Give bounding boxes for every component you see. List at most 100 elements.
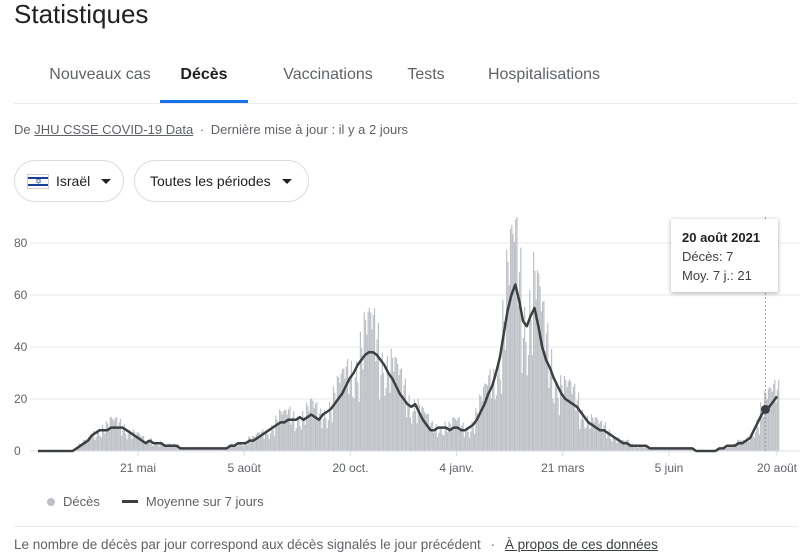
period-dropdown[interactable]: Toutes les périodes	[134, 160, 309, 202]
bar	[456, 420, 458, 451]
bar	[163, 443, 165, 451]
bar	[758, 434, 761, 451]
bar	[108, 427, 110, 451]
bar	[380, 375, 382, 451]
bar	[149, 440, 151, 451]
bar	[352, 396, 354, 451]
tab-deaths[interactable]: Décès	[160, 52, 248, 103]
bar	[583, 419, 585, 451]
bar	[454, 419, 456, 451]
bar	[373, 308, 376, 451]
bar	[83, 439, 86, 451]
bar	[399, 369, 401, 451]
bar	[509, 229, 512, 451]
bar	[308, 411, 310, 451]
bar	[169, 443, 172, 451]
tab-new-cases[interactable]: Nouveaux cas	[49, 66, 151, 83]
bar	[367, 311, 369, 451]
bar	[444, 421, 446, 451]
tab-tests[interactable]: Tests	[407, 66, 445, 83]
bar	[316, 402, 318, 451]
tooltip-deaths: Décès: 7	[682, 249, 734, 264]
bar	[595, 417, 598, 451]
bar	[589, 428, 591, 451]
tab-hospitalisations[interactable]: Hospitalisations	[487, 66, 601, 83]
bar	[556, 381, 558, 451]
bar	[278, 409, 281, 451]
bar	[286, 414, 288, 451]
bar	[458, 417, 460, 451]
bar	[563, 375, 566, 451]
bar	[435, 423, 437, 451]
bar	[674, 449, 676, 451]
bar	[332, 386, 335, 451]
bar	[418, 405, 421, 451]
about-data-link[interactable]: À propos de ces données	[504, 537, 658, 552]
bar	[82, 440, 84, 451]
bar	[584, 428, 586, 451]
bar	[562, 398, 564, 451]
bar	[363, 312, 365, 451]
bar	[366, 334, 368, 451]
chart-tooltip: 20 août 2021 Décès: 7 Moy. 7 j.: 21	[671, 219, 778, 292]
bar	[486, 385, 489, 451]
source-link[interactable]: JHU CSSE COVID-19 Data	[34, 122, 194, 137]
bar	[474, 434, 476, 451]
bar	[481, 400, 483, 451]
country-dropdown[interactable]: ✡ Israël	[14, 160, 124, 202]
bar	[119, 418, 122, 451]
bar	[763, 390, 766, 451]
bar	[594, 417, 596, 451]
tab-vaccinations[interactable]: Vaccinations	[283, 66, 373, 83]
bar	[361, 347, 363, 451]
bar	[214, 448, 217, 451]
bar	[293, 411, 295, 451]
bar	[577, 392, 580, 451]
bar	[608, 429, 610, 451]
bar	[220, 448, 222, 451]
bar	[267, 434, 269, 451]
bar	[551, 349, 553, 451]
bar	[236, 446, 238, 451]
bar	[160, 442, 163, 451]
bar	[239, 442, 241, 451]
bar	[326, 428, 328, 451]
bar	[375, 361, 377, 451]
divider	[14, 526, 798, 527]
deaths-chart[interactable]: 0 20 40 60 80 21 mai 5 août 20 oct. 4 janv. 21 ma…	[0, 210, 812, 480]
bar	[151, 445, 154, 451]
bar	[246, 444, 249, 451]
bar	[94, 439, 96, 451]
bar	[592, 417, 594, 451]
bar	[212, 448, 214, 451]
bar	[670, 448, 672, 451]
bar	[388, 372, 390, 451]
bar	[766, 399, 768, 451]
legend-deaths: Décès	[63, 494, 100, 509]
bar	[726, 447, 728, 451]
bar	[340, 373, 342, 451]
bar	[644, 444, 646, 451]
bar	[743, 439, 745, 451]
bar	[554, 384, 557, 451]
bar	[135, 435, 137, 451]
bar	[445, 426, 447, 451]
bar	[123, 424, 125, 451]
bar	[762, 416, 764, 451]
bar	[77, 448, 79, 451]
bar	[616, 443, 618, 451]
bar	[406, 417, 408, 451]
bar	[100, 437, 102, 451]
bar	[620, 440, 622, 451]
bar	[634, 445, 636, 451]
bar	[348, 394, 350, 451]
bar	[508, 284, 510, 451]
bar	[572, 386, 575, 451]
bar	[411, 423, 413, 451]
bar	[507, 261, 509, 451]
bar	[398, 375, 400, 451]
bar	[243, 445, 245, 451]
bar	[384, 395, 386, 451]
bar	[518, 272, 521, 451]
bar	[118, 422, 120, 451]
